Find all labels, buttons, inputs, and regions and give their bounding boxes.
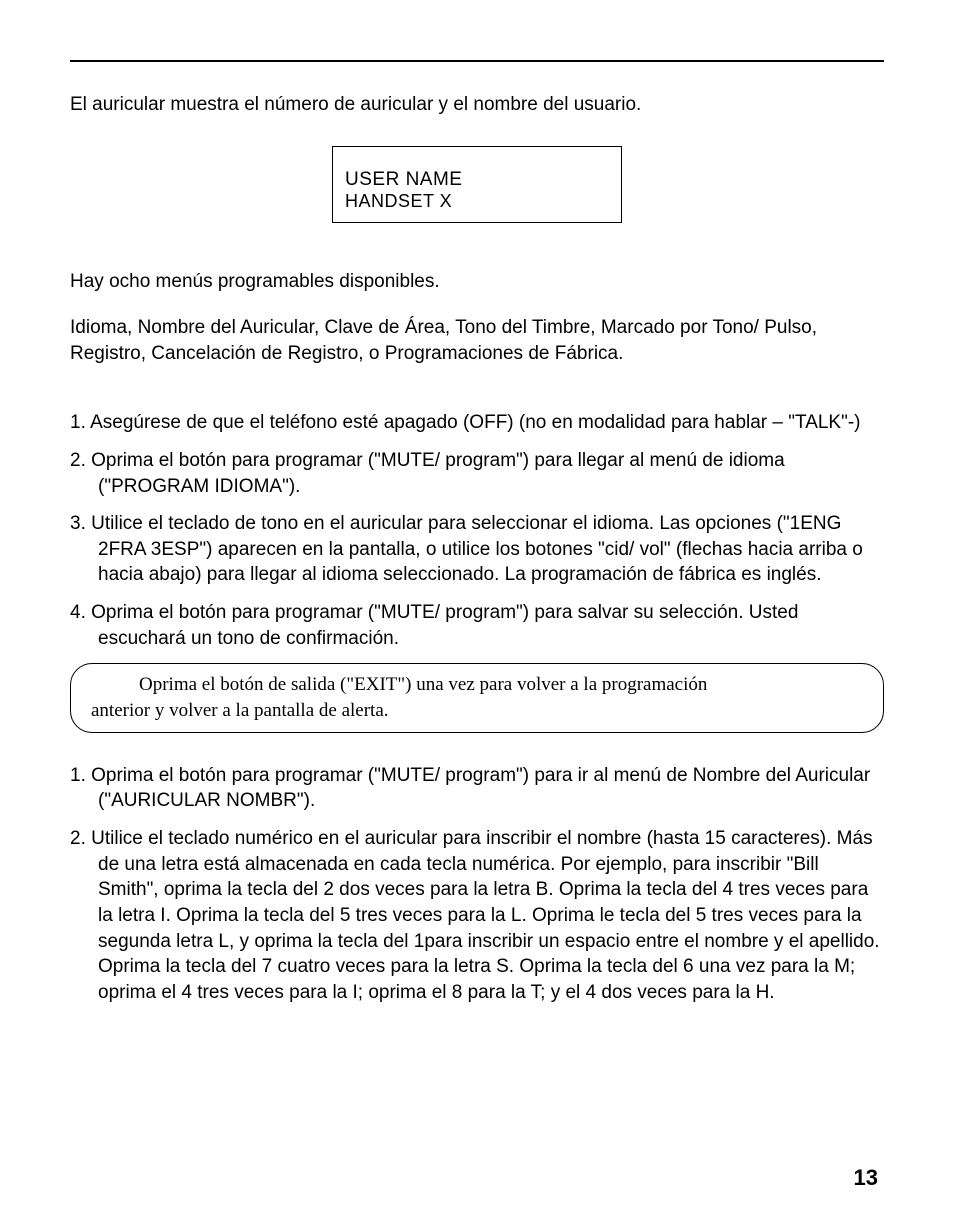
display-line-1: USER NAME <box>345 169 609 191</box>
steps-list-2: 1. Oprima el botón para programar ("MUTE… <box>70 763 884 1006</box>
display-box: USER NAME HANDSET X <box>332 146 622 223</box>
step-item: 1. Oprima el botón para programar ("MUTE… <box>70 763 884 814</box>
step-item: 2. Oprima el botón para programar ("MUTE… <box>70 448 884 499</box>
step-item: 2. Utilice el teclado numérico en el aur… <box>70 826 884 1005</box>
step-item: 4. Oprima el botón para programar ("MUTE… <box>70 600 884 651</box>
menu-intro: Hay ocho menús programables disponibles. <box>70 271 884 293</box>
page-number: 13 <box>854 1165 878 1191</box>
steps-list-1: 1. Asegúrese de que el teléfono esté apa… <box>70 410 884 651</box>
note-box: Oprima el botón de salida ("EXIT") una v… <box>70 663 884 732</box>
display-line-2: HANDSET X <box>345 191 609 212</box>
note-line-2: anterior y volver a la pantalla de alert… <box>91 698 863 724</box>
step-item: 1. Asegúrese de que el teléfono esté apa… <box>70 410 884 436</box>
note-line-1: Oprima el botón de salida ("EXIT") una v… <box>91 672 863 698</box>
intro-paragraph: El auricular muestra el número de auricu… <box>70 94 884 116</box>
divider-line <box>70 60 884 62</box>
menu-list: Idioma, Nombre del Auricular, Clave de Á… <box>70 315 884 366</box>
step-item: 3. Utilice el teclado de tono en el auri… <box>70 511 884 588</box>
